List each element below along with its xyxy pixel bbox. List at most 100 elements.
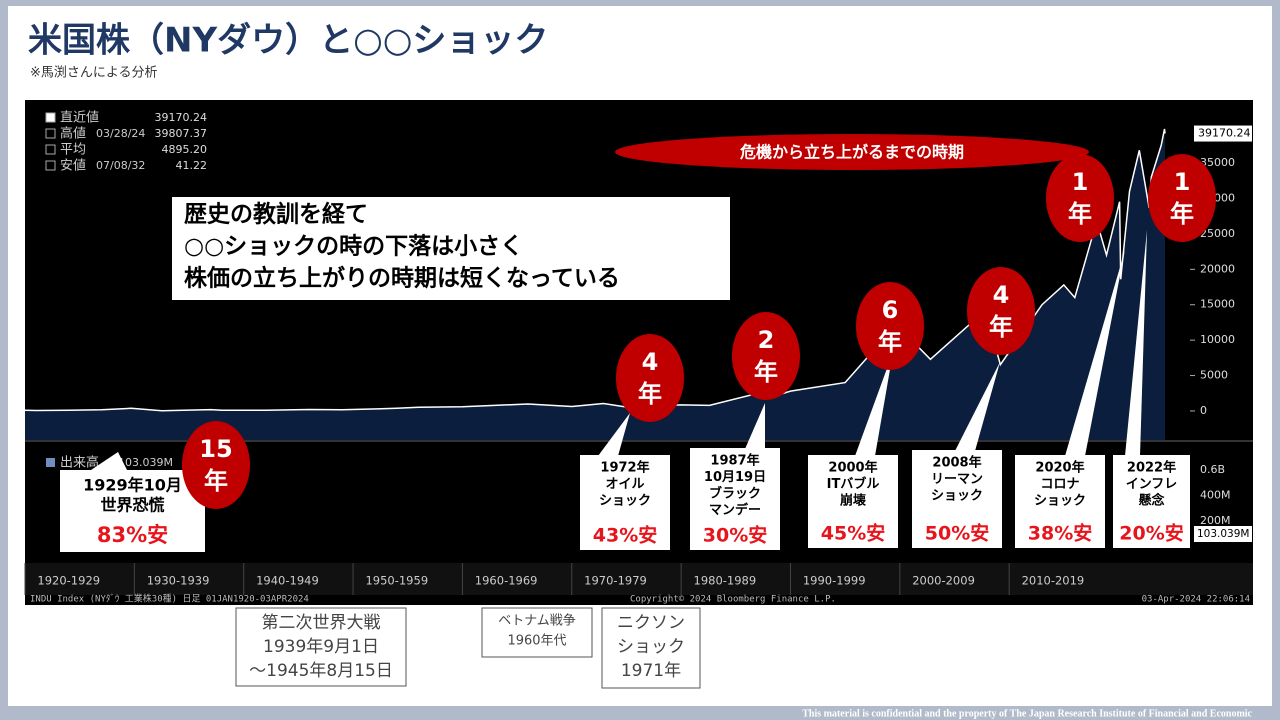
recovery-text: 年 [638,380,662,408]
footer: This material is confidential and the pr… [802,708,1252,719]
x-axis-strip [25,563,1253,595]
recovery-text: 1 [1072,168,1089,196]
stats-value: 4895.20 [162,143,208,156]
crisis-text: 2020年 [1035,460,1084,476]
recovery-text: 年 [989,313,1013,341]
x-tick-label: 2010-2019 [1022,574,1085,588]
recovery-circle [182,421,250,509]
banner [615,134,1089,170]
recovery-text: 15 [199,435,232,463]
lesson-box [172,197,730,300]
crisis-text: 懸念 [1138,493,1164,509]
crisis-text: ショック [599,494,651,509]
stats-label: 直近値 [60,110,99,126]
recovery-text: 年 [204,467,228,495]
recovery-text: 年 [1170,200,1194,228]
y-tick-label: 25000 [1200,227,1235,240]
event-text: ～1945年8月15日 [249,661,393,681]
copyright: Copyright© 2024 Bloomberg Finance L.P. [630,595,836,605]
event-text: 1939年9月1日 [263,637,379,657]
crisis-text: 世界恐慌 [100,496,164,515]
x-tick-label: 1950-1959 [365,574,428,588]
crisis-drop: 50%安 [925,522,989,545]
y-tick-label: 15000 [1200,298,1235,311]
y-tick-label: 0 [1200,404,1207,417]
stats-label: 平均 [60,143,86,158]
note: ※馬渕さんによる分析 [30,66,158,81]
stats-date: 07/08/32 [96,159,145,172]
crisis-box [690,448,780,550]
volume-tick-label: 200M [1200,514,1231,527]
crisis-text: ブラック [709,486,761,502]
last-value-box [1194,125,1252,142]
recovery-circle [1046,154,1114,242]
volume-tick-label: 0.6B [1200,463,1225,476]
crisis-box [1113,455,1190,548]
event-text: 1971年 [621,661,681,681]
crisis-drop: 20%安 [1119,522,1183,545]
event-text: 第二次世界大戦 [262,613,381,633]
stats-value: 39807.37 [155,127,208,140]
crisis-text: マンデー [709,502,761,518]
y-tick-label: 20000 [1200,262,1235,275]
stats-label: 高値 [60,126,86,142]
pointer [955,362,1000,451]
x-tick-label: 2000-2009 [912,574,975,588]
stats-date: 03/28/24 [96,127,145,140]
x-tick-label: 1920-1929 [37,574,100,588]
event-text: ベトナム戦争 [498,614,576,629]
volume-last-box [1194,526,1252,542]
crisis-text: ショック [931,489,983,504]
pointer [855,352,893,456]
recovery-text: 6 [882,296,899,324]
crisis-box [1015,455,1105,548]
crisis-box [580,455,670,550]
stats-marker [45,160,56,171]
title: 米国株（NYダウ）と○○ショック [28,21,548,61]
y-tick-label: 35000 [1200,156,1235,169]
crisis-text: 2022年 [1127,460,1176,476]
stats-value: 39170.24 [155,111,208,124]
crisis-text: ショック [1034,494,1086,509]
pointer [1065,250,1125,456]
stats-marker [45,128,56,139]
crisis-text: 1987年 [710,453,759,469]
crisis-box [808,455,898,548]
x-tick-label: 1980-1989 [694,574,757,588]
recovery-circle [616,334,684,422]
recovery-circle [856,282,924,370]
crisis-drop: 38%安 [1028,522,1092,545]
crisis-text: ITバブル [827,476,880,492]
recovery-text: 4 [993,281,1010,309]
crisis-box [60,470,205,552]
crisis-text: コロナ [1040,477,1079,492]
crisis-text: 2000年 [828,460,877,476]
recovery-text: 年 [1068,200,1092,228]
crisis-drop: 45%安 [821,522,885,545]
lesson-text: 株価の立ち上がりの時期は短くなっている [184,265,620,292]
pointer [745,403,765,449]
recovery-circle [732,312,800,400]
crisis-text: 崩壊 [840,493,867,509]
stats-marker [45,112,56,123]
volume-marker [46,458,55,467]
event-text: ニクソン [617,613,685,633]
crisis-drop: 83%安 [97,523,168,547]
lesson-text: 歴史の教訓を経て [184,201,368,228]
x-tick-label: 1930-1939 [147,574,210,588]
volume-label: 出来高 [60,455,99,471]
pointer [88,452,128,472]
x-tick-label: 1990-1999 [803,574,866,588]
crisis-drop: 43%安 [593,524,657,547]
recovery-text: 1 [1174,168,1191,196]
recovery-text: 2 [758,326,775,354]
crisis-text: 1972年 [600,460,649,476]
recovery-text: 4 [642,348,659,376]
x-tick-label: 1940-1949 [256,574,319,588]
recovery-circle [967,267,1035,355]
event-box [601,607,701,689]
lesson-text: ○○ショックの時の下落は小さく [184,234,523,260]
crisis-text: リーマン [931,472,983,487]
stats-marker [45,144,56,155]
